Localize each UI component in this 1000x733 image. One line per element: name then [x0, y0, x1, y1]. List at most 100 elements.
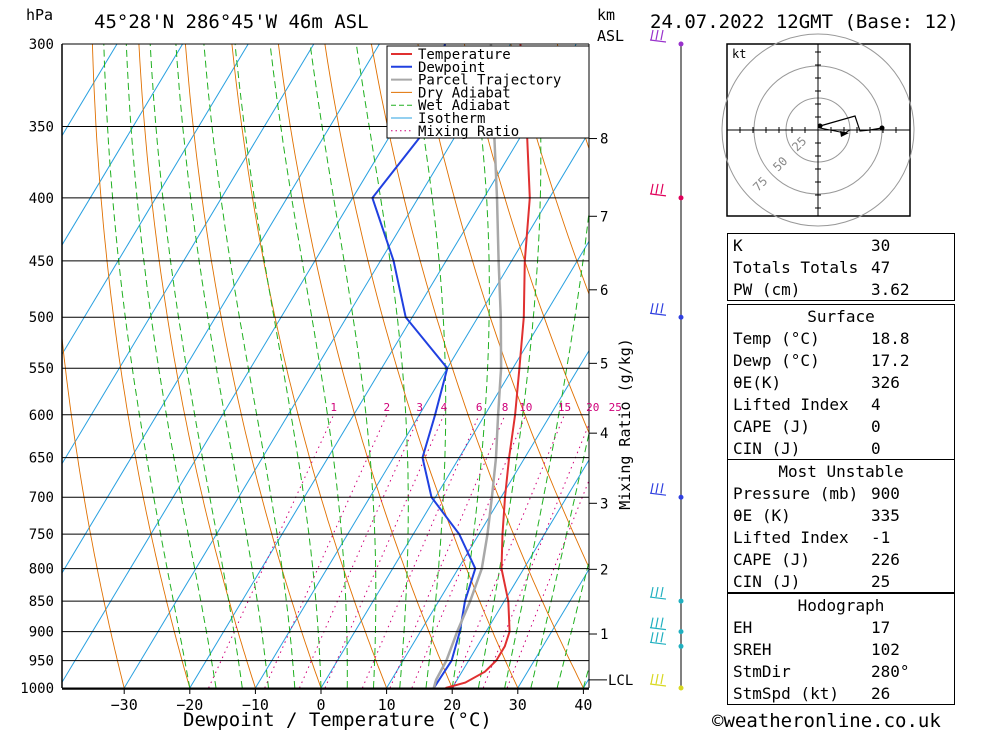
- pressure-tick-label: 850: [29, 594, 54, 610]
- wind-barb-dot: [678, 685, 684, 691]
- asl-label: ASL: [597, 27, 625, 45]
- mixing-ratio-line: [208, 414, 335, 688]
- legend-entry: Isotherm: [418, 111, 485, 127]
- wet-adiabat-line: [355, 44, 409, 688]
- dry-adiabat-line: [510, 44, 589, 296]
- surface-title: Surface: [807, 306, 875, 326]
- surface-row-value: 0: [871, 416, 881, 436]
- hodo-row-label: EH: [733, 617, 753, 637]
- isotherm-line: [386, 349, 589, 688]
- wind-barb-flag: [655, 617, 659, 628]
- pressure-tick-label: 700: [29, 490, 54, 506]
- mixing-ratio-line: [452, 414, 565, 688]
- isotherm-line: [189, 44, 577, 688]
- k-label: K: [733, 235, 743, 255]
- surface-row-label: Temp (°C): [733, 328, 820, 348]
- wind-barb: [649, 586, 667, 600]
- mixing-ratio-label: 2: [383, 401, 390, 414]
- wind-barb-flag: [650, 673, 654, 685]
- wet-adiabat-line: [530, 430, 589, 688]
- hodograph-ring: [721, 33, 915, 227]
- mixing-ratio-line: [324, 414, 445, 688]
- wind-barb-flag: [660, 673, 664, 685]
- mixing-ratio-label: 1: [330, 401, 337, 414]
- legend-box: [386, 45, 590, 139]
- legend-entry: Parcel Trajectory: [418, 73, 561, 89]
- wet-adiabat-line: [556, 559, 589, 688]
- wind-barbs: [649, 29, 684, 691]
- legend-entry: Dewpoint: [418, 60, 485, 76]
- wind-barb-dot: [678, 629, 684, 635]
- mixing-ratio-label: 10: [519, 401, 532, 414]
- hodo-row-label: SREH: [733, 639, 772, 659]
- wind-barb-flag: [650, 586, 654, 598]
- x-tick-label: −30: [111, 696, 138, 714]
- mixing-ratio-label: 25: [609, 401, 622, 414]
- wind-barb-flag: [655, 29, 659, 41]
- wind-barb-flag: [655, 632, 659, 643]
- wind-barb: [649, 303, 667, 316]
- hodograph-trace: [819, 115, 883, 132]
- x-tick-label: 10: [378, 696, 396, 714]
- hodograph-table: Hodograph EH 17 SREH 102 StmDir 280° StmSpd…: [727, 593, 955, 705]
- mu-row-value: -1: [871, 527, 891, 547]
- km-tick-label: 4: [600, 426, 608, 442]
- lcl-label: LCL: [608, 673, 633, 689]
- x-axis-label: Dewpoint / Temperature (°C): [183, 709, 492, 731]
- pressure-tick-label: 400: [29, 191, 54, 207]
- mixing-ratio-label: 4: [441, 401, 448, 414]
- wind-barb-shaft: [649, 39, 667, 43]
- km-tick-label: 6: [600, 283, 608, 299]
- footer-credit[interactable]: ©weatheronline.co.uk: [712, 710, 941, 732]
- k-value: 30: [871, 235, 891, 255]
- mu-row-value: 25: [871, 571, 891, 591]
- mixing-ratio-label: 6: [476, 401, 483, 414]
- surface-row-value: 17.2: [871, 350, 910, 370]
- hodo-row-label: StmDir: [733, 661, 791, 681]
- pressure-tick-label: 350: [29, 119, 54, 135]
- wind-barb-flag: [650, 632, 654, 643]
- wet-adiabat-line: [409, 44, 447, 688]
- wind-barb-shaft: [649, 683, 667, 687]
- surface-row-value: 4: [871, 394, 881, 414]
- km-tick-label: 8: [600, 132, 608, 148]
- indices-table: K 30 Totals Totals 47 PW (cm) 3.62: [727, 233, 955, 301]
- wind-barb-dot: [678, 314, 684, 320]
- mu-row-label: Lifted Index: [733, 527, 849, 547]
- wind-barb-flag: [660, 586, 664, 598]
- hodograph-unit-label: kt: [732, 47, 746, 61]
- datetime-title: 24.07.2022 12GMT (Base: 12): [650, 11, 959, 33]
- dry-adiabat-line: [231, 44, 388, 688]
- series-line-parcel-trajectory: [432, 44, 503, 688]
- wet-adiabat-line: [125, 44, 217, 688]
- wind-barb-flag: [655, 303, 659, 314]
- mixing-ratio-line: [264, 414, 388, 688]
- wind-barb-shaft: [649, 492, 667, 496]
- hodograph-end-dot: [879, 125, 885, 131]
- km-axis-label: km: [597, 6, 616, 24]
- wind-barb-flag: [660, 483, 664, 494]
- surface-row-value: 18.8: [871, 328, 910, 348]
- wet-adiabat-line: [269, 44, 348, 688]
- pressure-tick-label: 500: [29, 310, 54, 326]
- pw-value: 3.62: [871, 279, 910, 299]
- pressure-tick-label: 550: [29, 361, 54, 377]
- isotherm-line: [62, 44, 249, 356]
- pressure-tick-label: 300: [29, 37, 54, 53]
- isotherm-line: [517, 568, 589, 688]
- mixing-ratio-line: [482, 422, 589, 688]
- mu-row-value: 900: [871, 483, 900, 503]
- mu-row-value: 335: [871, 505, 900, 525]
- legend-entry: Temperature: [418, 47, 511, 63]
- chart-axes: 1 2 3 4 6 8 10 15 20 2530035040045050055060065070…: [20, 37, 634, 714]
- wind-barb-flag: [655, 673, 659, 685]
- series-line-temperature: [445, 44, 531, 688]
- wind-barb-flag: [655, 483, 659, 494]
- surface-row-label: CAPE (J): [733, 416, 811, 436]
- surface-row-label: θE(K): [733, 372, 782, 392]
- background-lines: [62, 44, 1000, 688]
- dry-adiabat-line: [976, 44, 1000, 688]
- wind-barb-flag: [650, 617, 654, 628]
- wind-barb-shaft: [649, 596, 667, 600]
- pressure-tick-label: 900: [29, 625, 54, 641]
